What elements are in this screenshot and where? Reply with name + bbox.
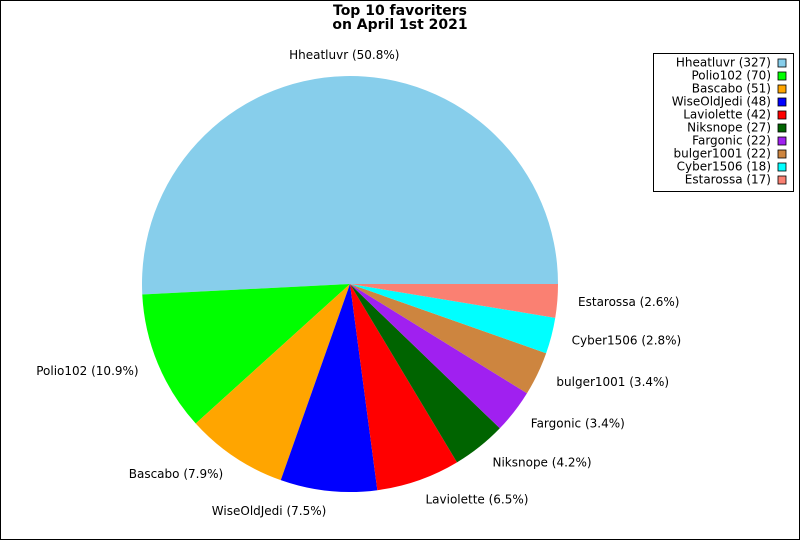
legend-swatch [777, 162, 787, 172]
legend-swatch [777, 58, 787, 68]
legend-label: Polio102 (70) [691, 69, 771, 83]
pie-slice [350, 284, 556, 354]
legend-swatch [777, 97, 787, 107]
slice-label: Hheatluvr (50.8%) [289, 48, 399, 62]
legend-label: Estarossa (17) [685, 173, 771, 187]
slice-label: WiseOldJedi (7.5%) [212, 504, 327, 518]
slice-label: Cyber1506 (2.8%) [572, 333, 682, 347]
pie-slice [350, 284, 458, 491]
slice-label: Polio102 (10.9%) [36, 364, 138, 378]
legend-box [653, 53, 794, 192]
chart-title: on April 1st 2021 [332, 17, 467, 33]
pie-slice [141, 75, 558, 295]
slice-label: Estarossa (2.6%) [578, 295, 679, 309]
pie-slice [350, 284, 547, 394]
legend-label: WiseOldJedi (48) [672, 95, 771, 109]
chart-title: Top 10 favoriters [333, 3, 467, 19]
legend-label: Hheatluvr (327) [676, 56, 771, 70]
pie-slice [142, 284, 350, 424]
legend-swatch [777, 123, 787, 133]
legend-swatch [777, 71, 787, 81]
legend-swatch [777, 149, 787, 159]
slice-label: bulger1001 (3.4%) [556, 375, 669, 389]
legend-label: Niksnope (27) [687, 121, 771, 135]
legend-label: Bascabo (51) [692, 82, 771, 96]
legend-swatch [777, 136, 787, 146]
legend-label: Fargonic (22) [692, 134, 771, 148]
pie-slice [350, 284, 558, 318]
legend-label: Cyber1506 (18) [677, 160, 771, 174]
slice-label: Niksnope (4.2%) [492, 456, 591, 470]
slice-label: Laviolette (6.5%) [425, 492, 528, 506]
slice-label: Bascabo (7.9%) [129, 467, 223, 481]
pie-slice [195, 284, 350, 481]
slice-label: Fargonic (3.4%) [531, 417, 625, 431]
legend-swatch [777, 175, 787, 185]
legend-swatch [777, 110, 787, 120]
pie-slice [350, 284, 500, 463]
legend-label: bulger1001 (22) [674, 147, 771, 161]
legend-swatch [777, 84, 787, 94]
pie-slice [280, 284, 378, 492]
legend-label: Laviolette (42) [683, 108, 771, 122]
pie-slice [350, 284, 528, 429]
